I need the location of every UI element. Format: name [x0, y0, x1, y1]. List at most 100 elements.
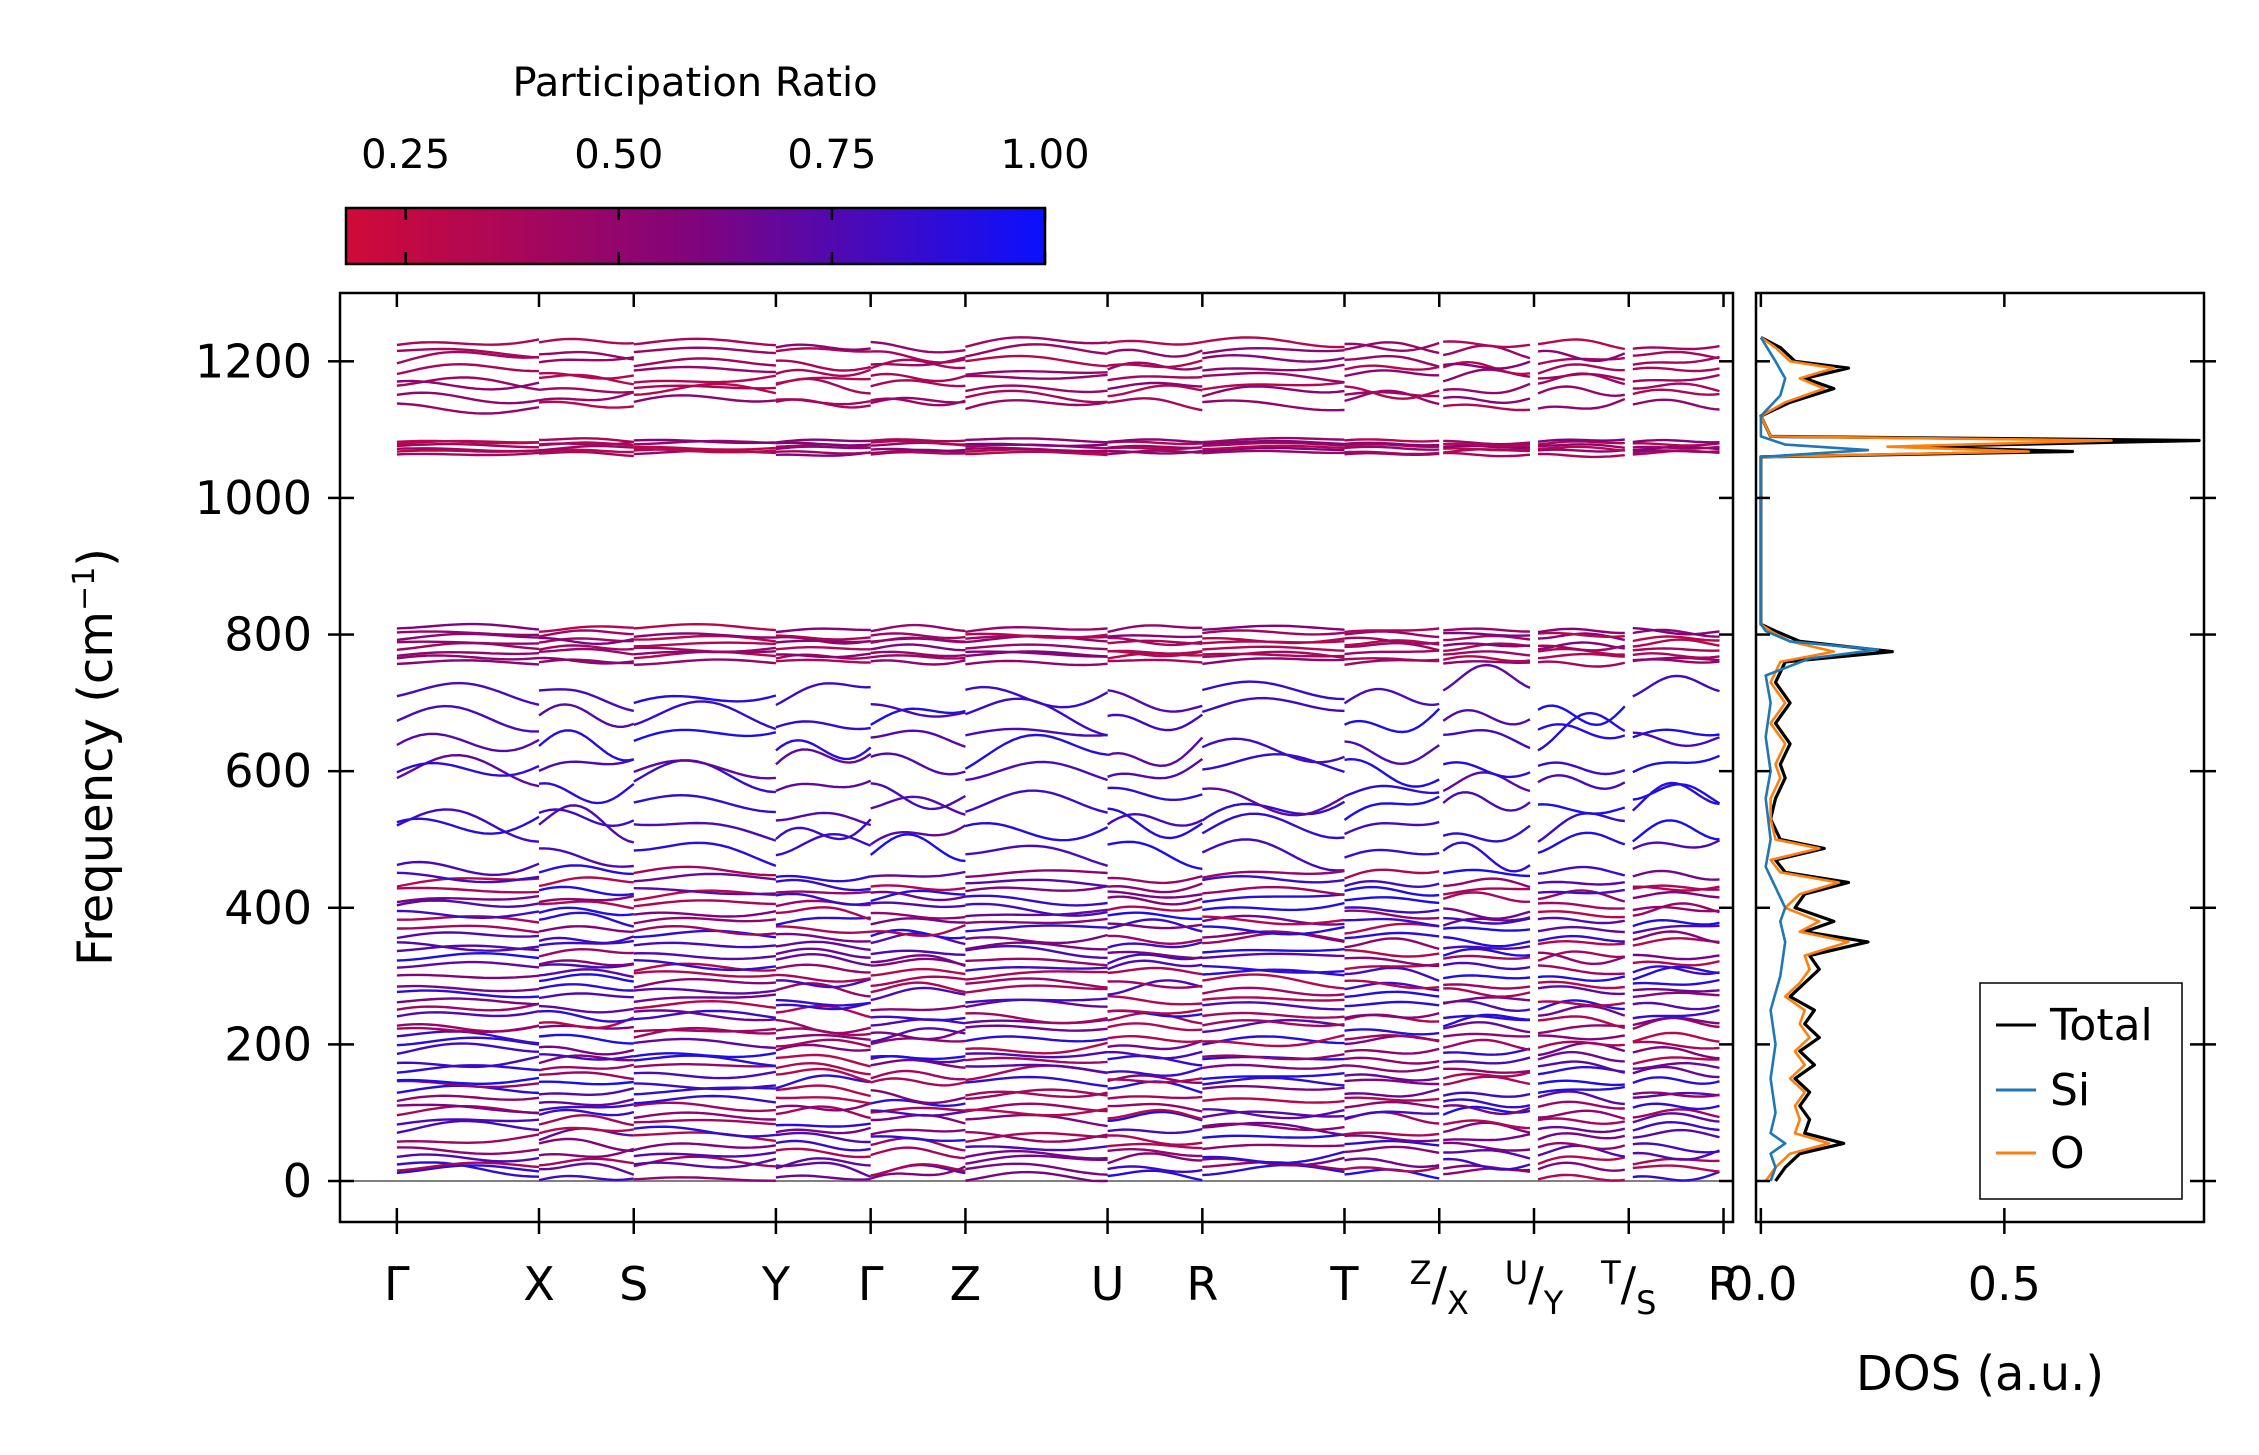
- band-line: [1107, 1095, 1203, 1100]
- band-line: [396, 924, 540, 934]
- band-line: [1107, 875, 1203, 885]
- band-line: [396, 439, 540, 445]
- band-line: [1344, 450, 1440, 456]
- band-line: [775, 441, 871, 447]
- band-line: [1202, 1076, 1345, 1087]
- band-line: [1537, 1132, 1626, 1141]
- band-line: [538, 973, 634, 983]
- dos-series-o: [1759, 336, 2113, 1182]
- band-line: [965, 1107, 1108, 1117]
- kpoint-label: T: [1329, 1257, 1359, 1311]
- dos-x-tick-label: 0.5: [1968, 1257, 2041, 1311]
- band-line: [1344, 1166, 1440, 1173]
- band-line: [1537, 831, 1626, 855]
- band-line: [1344, 937, 1440, 951]
- band-line: [396, 391, 540, 405]
- band-line: [1537, 812, 1625, 843]
- band-line: [1202, 874, 1345, 884]
- band-line: [1202, 1011, 1345, 1019]
- band-line: [1202, 1121, 1345, 1137]
- band-line: [1344, 636, 1440, 645]
- band-line: [538, 450, 634, 458]
- band-line: [538, 968, 635, 979]
- band-line: [1202, 652, 1345, 658]
- band-line: [870, 782, 966, 811]
- band-line: [396, 447, 540, 453]
- band-line: [775, 1084, 871, 1098]
- colorbar: Participation Ratio 0.25 0.50 0.75 1.00: [344, 60, 1090, 266]
- band-line: [775, 368, 872, 377]
- band-line: [1537, 349, 1626, 363]
- band-line: [1537, 803, 1626, 815]
- band-line: [1632, 1065, 1720, 1079]
- band-line: [633, 1027, 777, 1033]
- band-line: [1107, 1050, 1203, 1060]
- kpoint-label: R: [1708, 1257, 1740, 1311]
- band-line: [396, 442, 540, 449]
- band-line: [1537, 438, 1625, 443]
- band-line: [538, 1063, 635, 1072]
- band-line: [1202, 657, 1345, 666]
- band-line: [1202, 1143, 1345, 1151]
- band-line: [633, 728, 777, 743]
- band-line: [1443, 974, 1531, 980]
- band-line: [1443, 340, 1531, 349]
- band-line: [1107, 1142, 1203, 1150]
- band-line: [1443, 1148, 1531, 1160]
- band-line: [1537, 910, 1625, 919]
- band-line: [1344, 917, 1440, 928]
- band-line: [965, 450, 1108, 457]
- band-line: [633, 438, 776, 445]
- band-line: [1107, 980, 1203, 989]
- band-line: [1632, 885, 1720, 892]
- band-line: [965, 659, 1108, 667]
- band-line: [538, 437, 634, 444]
- band-line: [1443, 650, 1531, 657]
- band-line: [1202, 1097, 1345, 1104]
- legend-label-o: O: [2050, 1128, 2085, 1179]
- band-line: [633, 1157, 777, 1169]
- band-line: [1443, 1157, 1531, 1171]
- band-line: [775, 748, 872, 766]
- band-line: [1344, 369, 1440, 378]
- band-line: [1201, 385, 1345, 398]
- band-line: [965, 885, 1108, 893]
- band-line: [633, 1111, 776, 1121]
- y-tick-label: 200: [224, 1017, 312, 1071]
- band-line: [633, 821, 777, 842]
- band-line: [538, 1126, 634, 1135]
- band-line: [396, 732, 540, 753]
- band-line: [775, 1001, 872, 1011]
- band-line: [965, 1056, 1108, 1065]
- band-line: [633, 924, 777, 936]
- band-line: [1202, 336, 1345, 349]
- band-line: [396, 640, 540, 645]
- band-line: [1537, 1024, 1625, 1035]
- band-line: [1537, 939, 1625, 946]
- band-line: [1443, 627, 1531, 633]
- band-line: [1442, 954, 1531, 960]
- kpoint-label-num: Z: [1410, 1254, 1432, 1292]
- band-line: [1537, 627, 1625, 635]
- band-line: [396, 815, 540, 835]
- band-line: [1202, 996, 1345, 1002]
- band-line: [870, 397, 966, 407]
- band-line: [1202, 893, 1345, 904]
- band-line: [1202, 645, 1345, 652]
- band-line: [633, 951, 777, 961]
- band-line: [538, 387, 634, 394]
- band-line: [1344, 966, 1440, 983]
- band-line: [633, 700, 777, 731]
- band-line: [1443, 439, 1531, 446]
- band-line: [1107, 890, 1203, 899]
- band-line: [1344, 1087, 1440, 1098]
- band-line: [1442, 761, 1531, 779]
- band-line: [775, 1096, 871, 1105]
- band-line: [1632, 1164, 1720, 1173]
- band-line: [633, 1026, 776, 1039]
- band-line: [538, 992, 634, 1000]
- band-line: [775, 977, 872, 989]
- y-axis-title-close: ): [68, 548, 124, 567]
- band-line: [396, 761, 540, 777]
